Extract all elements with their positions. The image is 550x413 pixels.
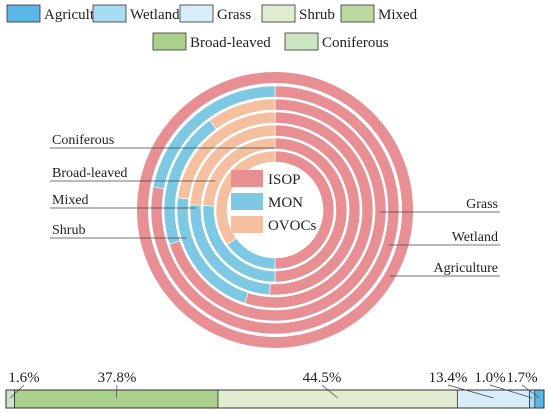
bar-segment-shrub (456, 389, 530, 409)
bar-label-mixed: 44.5% (303, 370, 342, 386)
bar-label-leader-shrub (447, 384, 494, 399)
bar-label-shrub: 13.4% (429, 370, 468, 386)
ring-label-agriculture: Agriculture (433, 261, 498, 276)
ring-labels: Coniferous Broad-leaved Mixed Shrub Grass Wet… (50, 133, 500, 277)
legend-label-shrub: Shrub (299, 7, 335, 23)
legend-label-wetland: Wetland (130, 7, 180, 23)
bar-label-wetland: 1.7% (506, 370, 537, 386)
legend-label-grass: Grass (217, 7, 251, 23)
ring-label-coniferous: Coniferous (52, 133, 114, 148)
legend-label-isop: ISOP (268, 172, 301, 188)
legend-swatch-ovocs (231, 216, 263, 233)
bar-label-broad-leaved: 37.8% (98, 370, 137, 386)
bar-outline (5, 389, 545, 409)
landcover-legend: Agriculture Wetland Grass Shrub MixedBroad-l… (6, 4, 418, 51)
bar-label-leader-grass (489, 384, 533, 399)
legend-swatch-coniferous (284, 32, 319, 51)
legend-label-ovocs: OVOCs (268, 218, 317, 234)
ring-label-wetland: Wetland (452, 230, 498, 245)
legend-label-mixed: Mixed (378, 7, 418, 23)
ring-coniferous-ovocs (215, 150, 276, 246)
legend-swatch-mon (231, 193, 263, 210)
legend-swatch-mixed (340, 4, 375, 23)
bar-segment-wetland (534, 389, 545, 409)
bar-label-leader-broad-leaved (115, 384, 118, 399)
legend-swatch-agriculture (6, 4, 41, 23)
ring-mixed-ovocs (189, 124, 276, 206)
legend-label-mon: MON (268, 195, 303, 211)
ring-label-shrub: Shrub (52, 223, 85, 238)
legend-label-coniferous: Coniferous (322, 35, 389, 51)
ring-shrub-ovocs (177, 111, 276, 200)
bar-label-coniferous: 1.6% (8, 370, 39, 386)
bar-label-leader-wetland (521, 384, 540, 399)
ring-label-broad-leaved: Broad-leaved (52, 166, 127, 181)
legend-swatch-broad-leaved (152, 32, 187, 51)
composition-bar: 1.6% 37.8% 44.5% 13.4% 1.0% 1.7% (5, 370, 545, 409)
bar-segment-mixed (217, 389, 458, 409)
legend-swatch-grass (179, 4, 214, 23)
ring-label-grass: Grass (466, 197, 498, 212)
ring-grass-ovocs (209, 98, 276, 130)
legend-swatch-isop (231, 170, 263, 187)
bar-label-leader-mixed (321, 384, 338, 399)
bar-segment-coniferous (5, 389, 16, 409)
ring-wetland-isop (150, 85, 400, 335)
legend-swatch-shrub (261, 4, 296, 23)
legend-label-broad-leaved: Broad-leaved (190, 35, 271, 51)
ring-agriculture-isop (137, 72, 413, 348)
bar-label-leader-coniferous (10, 384, 25, 399)
ring-label-mixed: Mixed (52, 193, 89, 208)
bar-label-grass: 1.0% (474, 370, 505, 386)
legend-swatch-wetland (92, 4, 127, 23)
emission-legend: ISOP MON OVOCs (231, 170, 317, 234)
ring-broad-leaved-ovocs (202, 137, 276, 207)
